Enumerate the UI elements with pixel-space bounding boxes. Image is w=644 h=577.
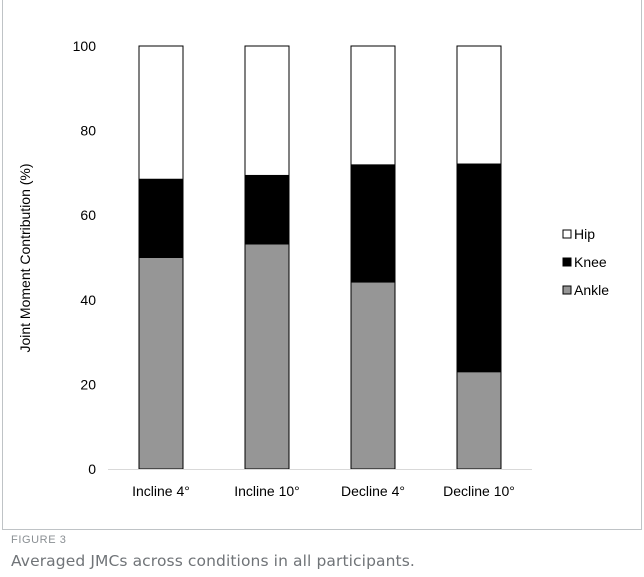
y-tick-label: 100 — [73, 38, 97, 54]
y-tick-label: 60 — [80, 207, 96, 223]
y-tick-label: 40 — [80, 292, 96, 308]
legend-swatch-hip — [562, 229, 572, 239]
legend: Hip Knee Ankle — [562, 226, 609, 298]
legend-swatch-knee — [562, 257, 572, 267]
bar-segment-knee — [350, 164, 396, 283]
y-axis-label: Joint Moment Contribution (%) — [17, 163, 33, 352]
x-tick-label: Decline 10° — [443, 483, 515, 499]
y-tick-label: 0 — [88, 461, 96, 477]
x-axis-ticks: Incline 4° Incline 10° Decline 4° Decline 1… — [132, 483, 515, 499]
bar-segment-ankle — [244, 243, 290, 470]
x-tick-label: Incline 4° — [132, 483, 190, 499]
bar-segment-hip — [350, 45, 396, 166]
legend-label-knee: Knee — [574, 254, 607, 270]
stacked-bar-chart: Joint Moment Contribution (%) 0 20 40 60 80 1… — [17, 38, 609, 499]
y-tick-label: 80 — [80, 123, 96, 139]
bar-segment-hip — [456, 45, 502, 165]
x-tick-label: Decline 4° — [341, 483, 405, 499]
bar-segment-ankle — [456, 371, 502, 470]
y-axis-ticks: 0 20 40 60 80 100 — [73, 38, 97, 477]
figure-frame — [2, 0, 642, 530]
bar-segment-ankle — [350, 281, 396, 470]
bar-segment-hip — [244, 45, 290, 176]
legend-label-hip: Hip — [574, 226, 595, 242]
bar-segment-knee — [138, 178, 184, 258]
bar-segment-knee — [456, 163, 502, 373]
figure-caption: Averaged JMCs across conditions in all p… — [11, 552, 415, 570]
bar-segment-ankle — [138, 257, 184, 470]
bar-segment-hip — [138, 45, 184, 180]
bars-group — [138, 45, 502, 470]
bar-segment-knee — [244, 174, 290, 245]
legend-swatch-ankle — [562, 285, 572, 295]
y-tick-label: 20 — [80, 376, 96, 392]
legend-label-ankle: Ankle — [574, 282, 609, 298]
figure-label: FIGURE 3 — [11, 534, 67, 546]
x-tick-label: Incline 10° — [234, 483, 300, 499]
